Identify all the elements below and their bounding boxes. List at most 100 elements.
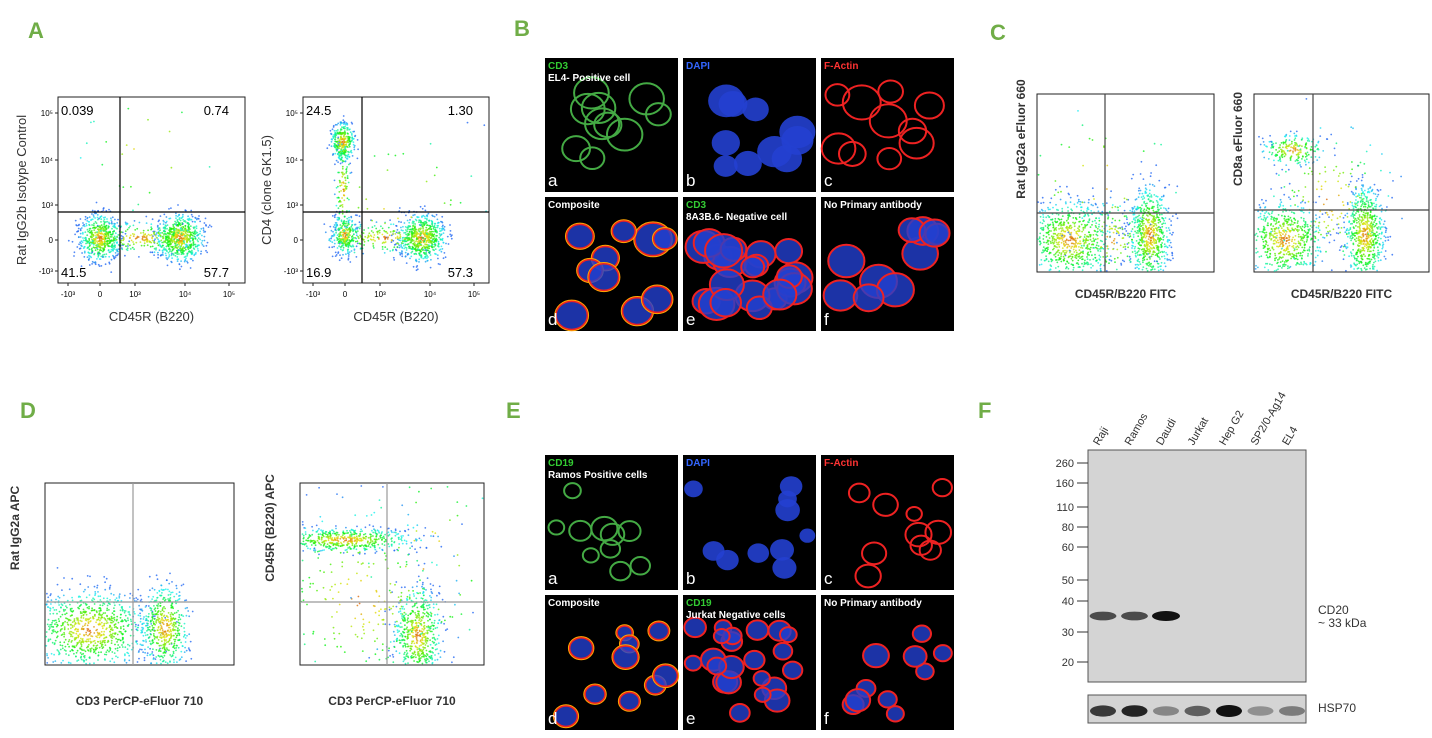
event-dot (164, 248, 167, 251)
event-dot (88, 245, 91, 248)
event-dot (100, 255, 103, 258)
event-dot (405, 262, 408, 264)
event-dot (204, 217, 207, 220)
event-dot (1153, 222, 1156, 225)
event-dot (106, 220, 109, 223)
event-dot (424, 247, 426, 250)
event-dot (152, 241, 155, 243)
event-dot (1279, 225, 1282, 228)
event-dot (1148, 235, 1151, 238)
event-dot (1124, 245, 1127, 248)
event-dot (1044, 225, 1047, 227)
event-dot (388, 234, 391, 237)
event-dot (1309, 148, 1312, 151)
event-dot (1141, 216, 1144, 219)
event-dot (170, 253, 173, 255)
event-dot (97, 229, 100, 232)
event-dot (1109, 236, 1111, 238)
event-dot (112, 255, 115, 258)
event-dot (415, 259, 418, 262)
event-dot (1307, 253, 1309, 255)
event-dot (433, 249, 435, 252)
event-dot (1146, 232, 1149, 235)
event-dot (1131, 251, 1134, 253)
event-dot (201, 243, 204, 246)
event-dot (405, 214, 407, 217)
event-dot (1052, 223, 1055, 226)
event-dot (1047, 206, 1049, 209)
event-dot (442, 224, 444, 227)
event-dot (346, 166, 348, 168)
event-dot (1047, 248, 1049, 251)
event-dot (202, 245, 205, 248)
event-dot (331, 215, 334, 217)
event-dot (1067, 239, 1070, 242)
event-dot (1037, 238, 1039, 241)
event-dot (1151, 244, 1154, 247)
event-dot (1143, 256, 1145, 259)
event-dot (447, 243, 450, 245)
event-dot (192, 243, 195, 246)
event-dot (94, 249, 97, 252)
event-dot (348, 156, 351, 158)
event-dot (100, 265, 103, 267)
y-axis-label: CD4 (clone GK1.5) (259, 135, 274, 245)
event-dot (335, 254, 338, 256)
event-dot (1304, 220, 1307, 223)
event-dot (99, 258, 102, 260)
event-dot (1063, 234, 1065, 237)
event-dot (110, 239, 113, 242)
event-dot (200, 242, 203, 244)
event-dot (103, 253, 106, 256)
event-dot (1076, 233, 1079, 235)
event-dot (337, 122, 340, 125)
event-dot (1090, 203, 1093, 206)
event-dot (1134, 221, 1137, 224)
event-dot (403, 232, 405, 234)
event-dot (1067, 262, 1070, 264)
event-dot (127, 107, 130, 110)
event-dot (470, 175, 473, 178)
event-dot (446, 235, 449, 238)
event-dot (1086, 244, 1089, 247)
event-dot (182, 253, 185, 255)
event-dot (74, 219, 77, 222)
event-dot (1039, 232, 1042, 235)
event-dot (336, 247, 339, 249)
event-dot (1068, 255, 1071, 258)
event-dot (1306, 236, 1309, 239)
event-dot (1106, 235, 1109, 238)
event-dot (1133, 205, 1136, 208)
event-dot (383, 252, 386, 254)
event-dot (449, 230, 452, 232)
event-dot (1288, 150, 1291, 152)
event-dot (353, 148, 356, 151)
event-dot (1052, 248, 1054, 251)
event-dot (1063, 257, 1066, 260)
event-dot (362, 232, 365, 235)
event-dot (1125, 230, 1128, 232)
event-dot (176, 243, 179, 246)
event-dot (1164, 217, 1167, 219)
event-dot (1153, 232, 1155, 234)
event-dot (1303, 223, 1306, 226)
event-dot (337, 136, 340, 139)
event-dot (1280, 150, 1283, 153)
event-dot (1314, 250, 1317, 252)
event-dot (399, 235, 402, 238)
event-dot (1042, 249, 1044, 252)
event-dot (134, 229, 137, 231)
event-dot (1096, 269, 1098, 272)
event-dot (335, 186, 338, 189)
event-dot (1086, 210, 1088, 212)
event-dot (71, 240, 74, 243)
event-dot (381, 227, 384, 230)
event-dot (1060, 223, 1063, 226)
event-dot (417, 246, 420, 249)
event-dot (1294, 235, 1297, 237)
y-tick-label: 10⁵ (41, 109, 53, 118)
event-dot (102, 230, 105, 233)
event-dot (387, 226, 390, 229)
event-dot (186, 246, 189, 249)
event-dot (1040, 263, 1043, 266)
